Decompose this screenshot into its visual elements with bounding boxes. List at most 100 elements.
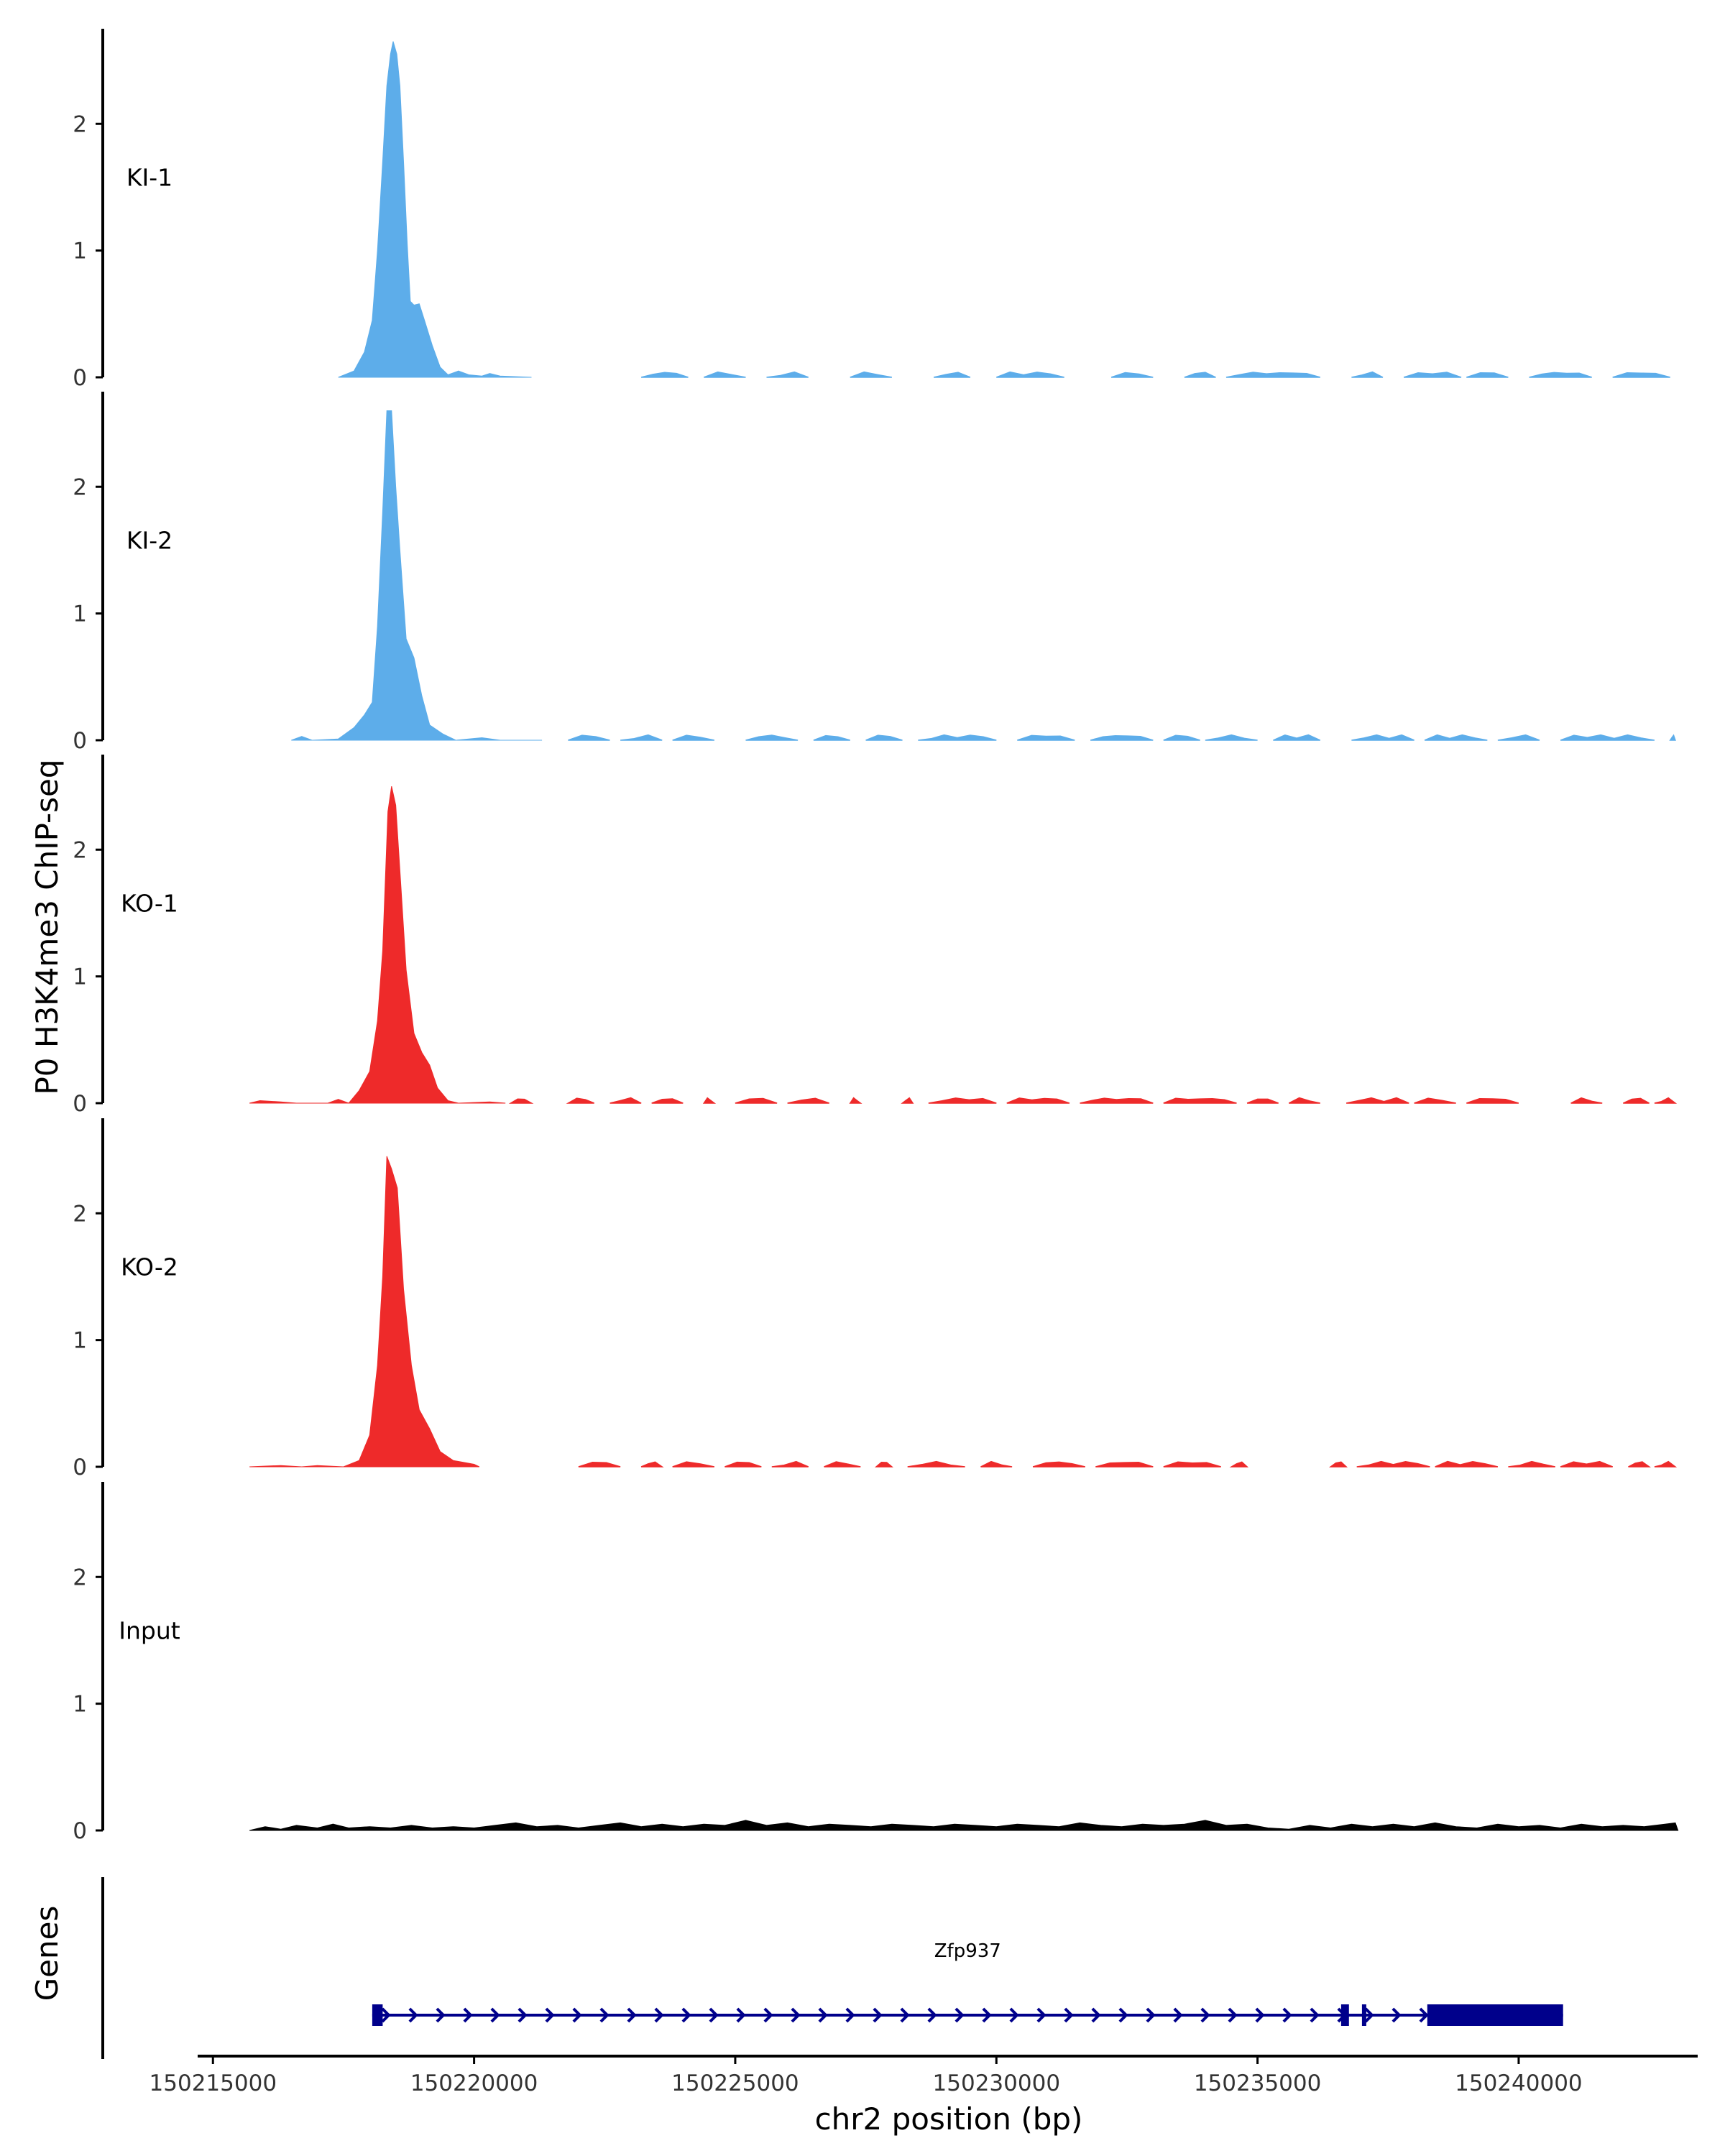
coverage-area <box>249 786 506 1104</box>
track-ki-2: 0 1 2 KI-2 <box>73 392 1676 754</box>
strand-arrow <box>763 2007 773 2023</box>
y-tick-label: 1 <box>73 239 87 264</box>
coverage-noise <box>1163 1097 1237 1104</box>
coverage-noise <box>672 734 715 741</box>
y-tick-label: 1 <box>73 1692 87 1718</box>
strand-arrow <box>954 2007 965 2023</box>
coverage-noise <box>578 1461 621 1468</box>
coverage-noise <box>850 371 893 378</box>
y-tick-label: 1 <box>73 964 87 990</box>
strand-arrow <box>873 2007 883 2023</box>
strand-arrow <box>709 2007 719 2023</box>
coverage-noise <box>1163 734 1200 741</box>
coverage-noise <box>766 371 809 378</box>
coverage-noise <box>813 734 850 741</box>
x-tick-label: 150220000 <box>410 2070 538 2096</box>
x-tick-label: 150230000 <box>933 2070 1061 2096</box>
coverage-noise <box>566 1097 594 1104</box>
coverage-noise <box>640 1461 664 1468</box>
strand-arrow <box>1009 2007 1019 2023</box>
coverage-area <box>291 410 543 741</box>
coverage-noise <box>787 1097 829 1104</box>
coverage-noise <box>1288 1097 1320 1104</box>
strand-arrow <box>545 2007 555 2023</box>
y-tick-label: 1 <box>73 602 87 627</box>
coverage-noise <box>1205 734 1258 741</box>
track-label: KI-2 <box>126 526 172 554</box>
strand-arrow <box>845 2007 855 2023</box>
gene-track-title: Genes <box>29 1906 65 2001</box>
track-label: Input <box>119 1616 180 1644</box>
y-tick-label: 2 <box>73 1565 87 1590</box>
gene-name-label: Zfp937 <box>934 1940 1001 1962</box>
x-axis: chr2 position (bp) 150215000 150220000 150… <box>150 2055 1698 2137</box>
coverage-noise <box>1229 1461 1249 1468</box>
strand-arrow <box>818 2007 828 2023</box>
coverage-noise <box>1497 734 1540 741</box>
coverage-noise <box>640 372 689 378</box>
strand-arrow <box>518 2007 528 2023</box>
track-ko-2: 0 1 2 KO-2 <box>73 1118 1678 1480</box>
exon-block <box>1427 2004 1563 2026</box>
coverage-noise <box>1080 1097 1154 1104</box>
coverage-noise <box>1184 372 1216 378</box>
gene-zfp937: Zfp937 <box>372 1940 1563 2026</box>
strand-arrow <box>1364 2007 1374 2023</box>
strand-arrow <box>1146 2007 1156 2023</box>
coverage-noise <box>1356 1460 1430 1468</box>
track-input: 0 1 2 Input <box>73 1482 1679 1844</box>
strand-arrow <box>1200 2007 1210 2023</box>
coverage-noise <box>620 734 663 741</box>
coverage-noise <box>933 372 971 378</box>
coverage-noise <box>918 734 997 741</box>
y-tick-label: 2 <box>73 837 87 863</box>
coverage-noise <box>1095 1461 1154 1468</box>
exon-block <box>372 2004 383 2026</box>
x-axis-title: chr2 position (bp) <box>815 2101 1083 2137</box>
y-tick-label: 0 <box>73 1818 87 1844</box>
coverage-noise <box>865 734 903 741</box>
coverage-noise <box>1466 372 1509 378</box>
coverage-noise <box>1328 1461 1348 1468</box>
coverage-noise <box>1622 1097 1650 1104</box>
strand-arrow <box>982 2007 992 2023</box>
strand-arrow <box>1282 2007 1292 2023</box>
track-ko-1: 0 1 2 KO-1 <box>73 755 1678 1117</box>
gene-track: Genes Zfp937 <box>29 1877 1563 2059</box>
exon-block <box>1340 2004 1349 2026</box>
coverage-noise <box>1351 734 1414 741</box>
coverage-noise <box>1628 1461 1651 1468</box>
coverage-noise <box>1560 1460 1613 1468</box>
y-tick-label: 0 <box>73 728 87 754</box>
coverage-noise <box>1560 734 1655 741</box>
y-tick-label: 0 <box>73 1091 87 1117</box>
strand-arrow <box>1392 2007 1402 2023</box>
coverage-noise <box>568 734 610 741</box>
x-tick-label: 150225000 <box>671 2070 799 2096</box>
coverage-noise <box>1435 1460 1499 1468</box>
strand-arrow <box>627 2007 637 2023</box>
coverage-noise <box>1006 1097 1070 1104</box>
track-ki-1: 0 1 2 KI-1 <box>73 29 1670 391</box>
coverage-noise <box>1466 1098 1519 1104</box>
coverage-noise <box>1346 1097 1409 1104</box>
coverage-noise <box>901 1097 914 1104</box>
coverage-area <box>338 41 532 378</box>
strand-arrow <box>1173 2007 1183 2023</box>
strand-arrow <box>1036 2007 1046 2023</box>
coverage-area <box>249 1156 480 1468</box>
strand-arrow <box>463 2007 473 2023</box>
track-label: KO-1 <box>121 889 178 917</box>
y-tick-label: 2 <box>73 474 87 500</box>
coverage-noise <box>1110 372 1154 378</box>
y-tick-label: 1 <box>73 1328 87 1354</box>
coverage-noise <box>1570 1097 1603 1104</box>
strand-arrow <box>1091 2007 1101 2023</box>
strand-arrow <box>436 2007 446 2023</box>
y-tick-label: 0 <box>73 365 87 391</box>
track-label: KI-1 <box>126 163 172 191</box>
y-tick-label: 2 <box>73 1201 87 1227</box>
coverage-tracks: 0 1 2 KI-1 0 1 2 KI-2 0 1 2 KO-1 0 1 2 KO-2 0 1 2 Input <box>73 29 1679 1844</box>
coverage-noise <box>1246 1098 1279 1104</box>
coverage-noise <box>1017 734 1075 741</box>
